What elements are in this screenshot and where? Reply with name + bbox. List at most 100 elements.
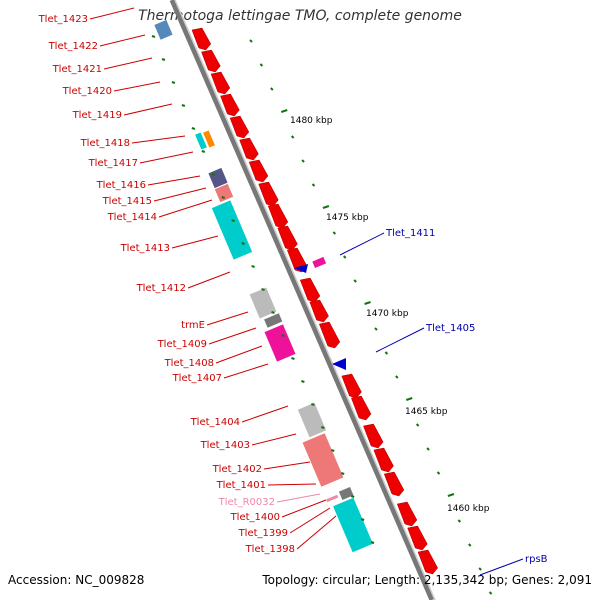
gene-label[interactable]: Tlet_1401 — [216, 480, 266, 491]
feature-block-rna[interactable] — [326, 494, 339, 503]
inner-tick — [221, 196, 226, 199]
gene-label[interactable]: Tlet_1408 — [164, 358, 214, 369]
gene-label-leader — [479, 558, 524, 576]
scale-label-1480: 1480 kbp — [290, 116, 333, 126]
scale-tick — [364, 301, 371, 305]
cds-forward-arrow[interactable] — [383, 471, 405, 497]
gene-label[interactable]: Tlet_1418 — [80, 138, 130, 149]
gene-label-leader — [375, 327, 425, 353]
gene-label[interactable]: Tlet_1419 — [72, 110, 122, 121]
cds-forward-arrow[interactable] — [239, 137, 259, 161]
kbp-scale-ticks — [249, 39, 493, 595]
cds-forward-arrow[interactable] — [229, 115, 250, 139]
inner-track-ticks — [151, 35, 375, 544]
gene-label[interactable]: Tlet_1399 — [238, 528, 288, 539]
feature-block-salmon-2[interactable] — [302, 433, 344, 487]
feature-block-gray-2[interactable] — [297, 402, 327, 438]
genome-backbone — [169, 0, 436, 600]
gene-label[interactable]: Tlet_1405 — [425, 323, 475, 334]
gene-label-leader — [206, 311, 249, 326]
gene-label[interactable]: Tlet_1409 — [157, 339, 207, 350]
gene-label[interactable]: Tlet_1400 — [230, 512, 280, 523]
feature-block-darkgray[interactable] — [264, 313, 283, 328]
gene-label[interactable]: trmE — [181, 320, 205, 331]
gene-label-leader — [89, 7, 135, 20]
feature-block-steelblue[interactable] — [154, 19, 173, 40]
inner-tick — [231, 219, 235, 222]
gene-label-leader — [139, 151, 194, 164]
gene-label[interactable]: Tlet_1403 — [200, 440, 250, 451]
gene-label[interactable]: Tlet_1414 — [107, 212, 157, 223]
cds-forward-arrow[interactable] — [299, 277, 321, 303]
feature-blocks — [154, 19, 373, 553]
feature-block-magenta[interactable] — [264, 324, 296, 362]
gene-label[interactable]: Tlet_1398 — [245, 544, 295, 555]
gene-label[interactable]: Tlet_1423 — [38, 14, 88, 25]
cds-forward-arrow[interactable] — [407, 525, 428, 551]
scale-labels: 1480 kbp 1475 kbp 1470 kbp 1465 kbp 1460… — [290, 116, 490, 514]
feature-block-gray[interactable] — [249, 287, 277, 319]
cds-forward-arrow[interactable] — [248, 159, 269, 183]
feature-block-darkgray-2[interactable] — [338, 486, 354, 500]
gene-label[interactable]: Tlet_1412 — [136, 283, 186, 294]
accession-text: Accession: NC_009828 — [8, 573, 145, 587]
scale-tick — [259, 63, 264, 67]
gene-label[interactable]: Tlet_1407 — [172, 373, 222, 384]
scale-tick — [447, 493, 455, 497]
inner-tick — [291, 357, 295, 360]
feature-block-orange[interactable] — [203, 130, 215, 148]
cds-forward-arrow[interactable] — [277, 225, 298, 251]
feature-block-salmon[interactable] — [214, 183, 234, 203]
gene-label[interactable]: Tlet_1415 — [102, 196, 152, 207]
feature-block-cyan-large[interactable] — [211, 200, 253, 260]
feature-block-cyan-2[interactable] — [333, 497, 373, 553]
cds-forward-arrow[interactable] — [201, 49, 221, 73]
inner-tick — [350, 495, 355, 498]
cds-forward-arrow[interactable] — [191, 27, 212, 51]
cds-forward-arrow[interactable] — [417, 549, 438, 575]
gene-label[interactable]: Tlet_1421 — [52, 64, 102, 75]
cds-reverse-1411[interactable] — [294, 264, 308, 273]
cds-forward-arrow[interactable] — [373, 447, 394, 473]
scale-tick — [270, 87, 274, 91]
scale-tick — [332, 231, 337, 235]
gene-label[interactable]: Tlet_1404 — [190, 417, 240, 428]
gene-label[interactable]: Tlet_1417 — [88, 158, 138, 169]
gene-label[interactable]: Tlet_1413 — [120, 243, 170, 254]
cds-forward-arrow[interactable] — [210, 71, 231, 95]
inner-tick — [311, 403, 315, 406]
gene-label[interactable]: Tlet_1402 — [212, 464, 262, 475]
scale-tick — [290, 135, 295, 139]
gene-label-leader — [187, 271, 231, 289]
gene-label-leader — [281, 499, 327, 518]
inner-tick — [301, 380, 305, 383]
gene-label[interactable]: Tlet_1422 — [48, 41, 98, 52]
scale-tick — [488, 591, 493, 595]
inner-tick — [271, 311, 275, 314]
cds-forward-arrow[interactable] — [363, 423, 384, 449]
cds-forward-arrow[interactable] — [309, 299, 329, 323]
cds-forward-arrow[interactable] — [258, 181, 279, 207]
cds-reverse-1405[interactable] — [332, 358, 346, 370]
feature-block-navy[interactable] — [208, 167, 228, 189]
scale-label-1460: 1460 kbp — [447, 504, 490, 514]
gene-label[interactable]: Tlet_1420 — [62, 86, 112, 97]
cds-forward-arrow[interactable] — [350, 395, 372, 421]
gene-label[interactable]: rpsB — [525, 554, 548, 565]
gene-label[interactable]: Tlet_1411 — [385, 228, 435, 239]
inner-tick — [171, 81, 176, 84]
inner-tick — [151, 35, 156, 38]
cds-forward-arrow[interactable] — [341, 373, 362, 399]
cds-forward-arrow[interactable] — [318, 321, 341, 349]
feature-block-magenta-small[interactable] — [312, 256, 327, 269]
gene-label[interactable]: Tlet_1416 — [96, 180, 146, 191]
gene-label-leader — [208, 327, 257, 345]
cds-forward-arrow[interactable] — [396, 501, 418, 527]
gene-label-leader — [223, 363, 269, 379]
cds-forward-arrow[interactable] — [267, 203, 289, 229]
gene-label-leader — [171, 235, 219, 249]
cds-forward-arrow[interactable] — [220, 93, 240, 117]
gene-label[interactable]: Tlet_R0032 — [218, 497, 275, 508]
feature-block-cyan[interactable] — [195, 132, 207, 150]
